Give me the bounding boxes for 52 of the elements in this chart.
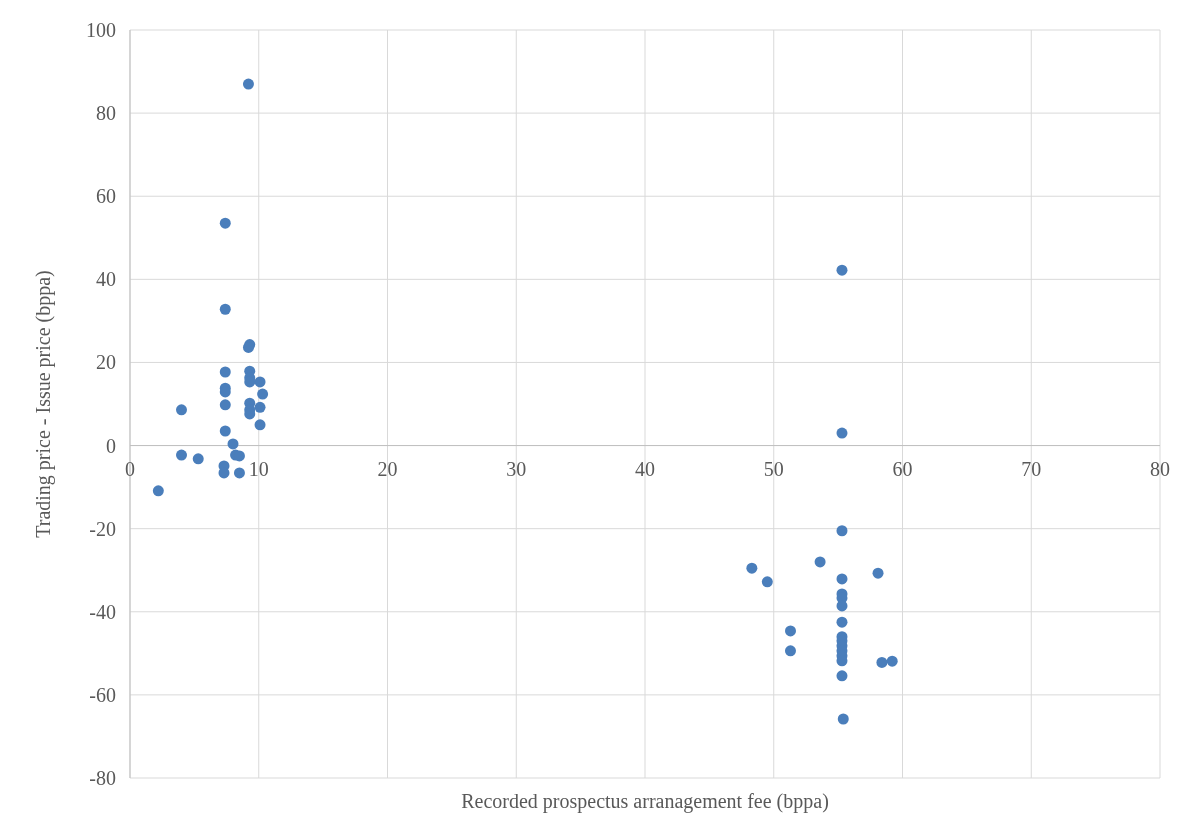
x-tick-label: 30 <box>506 457 527 480</box>
point <box>836 573 848 585</box>
x-tick-label: 50 <box>763 457 784 480</box>
point <box>254 419 266 431</box>
point <box>254 401 266 413</box>
x-axis-title: Recorded prospectus arranagement fee (bppa) <box>461 790 829 813</box>
x-tick-label: 10 <box>248 457 269 480</box>
point <box>886 655 898 667</box>
point <box>784 625 796 637</box>
y-tick-label: 80 <box>96 102 116 125</box>
point <box>192 453 204 465</box>
y-tick-label: -60 <box>89 683 116 706</box>
point <box>257 388 269 400</box>
point <box>876 656 888 668</box>
point <box>219 366 231 378</box>
y-axis-title: Trading price - Issue price (bppa) <box>32 270 55 538</box>
y-tick-label: 100 <box>86 19 116 41</box>
point <box>761 576 773 588</box>
point <box>152 485 164 497</box>
point <box>836 427 848 439</box>
x-tick-label: 60 <box>892 457 913 480</box>
y-tick-label: -20 <box>89 517 116 540</box>
point <box>784 645 796 657</box>
point <box>176 404 187 416</box>
point <box>836 264 848 276</box>
point <box>746 562 758 574</box>
y-tick-label: 40 <box>96 268 116 291</box>
point <box>836 525 848 537</box>
y-tick-label: 60 <box>96 185 116 208</box>
point <box>219 303 231 315</box>
x-tick-label: 40 <box>635 457 655 480</box>
point <box>219 217 231 229</box>
point <box>219 425 231 437</box>
point <box>176 449 187 461</box>
point <box>872 567 884 579</box>
y-tick-label: 0 <box>106 434 116 457</box>
point <box>836 616 848 628</box>
x-tick-label: 80 <box>1150 457 1170 480</box>
point <box>233 467 245 479</box>
point <box>219 399 231 411</box>
y-tick-label: -40 <box>89 600 116 623</box>
point <box>814 556 826 568</box>
point <box>836 670 848 682</box>
y-tick-label: 20 <box>96 351 116 374</box>
point <box>242 78 254 90</box>
y-tick-label: -80 <box>89 767 116 789</box>
x-tick-label: 0 <box>125 457 135 480</box>
point <box>227 438 239 450</box>
x-tick-label: 70 <box>1021 457 1042 480</box>
x-tick-label: 20 <box>377 457 398 480</box>
point <box>837 713 849 725</box>
point <box>254 376 266 388</box>
